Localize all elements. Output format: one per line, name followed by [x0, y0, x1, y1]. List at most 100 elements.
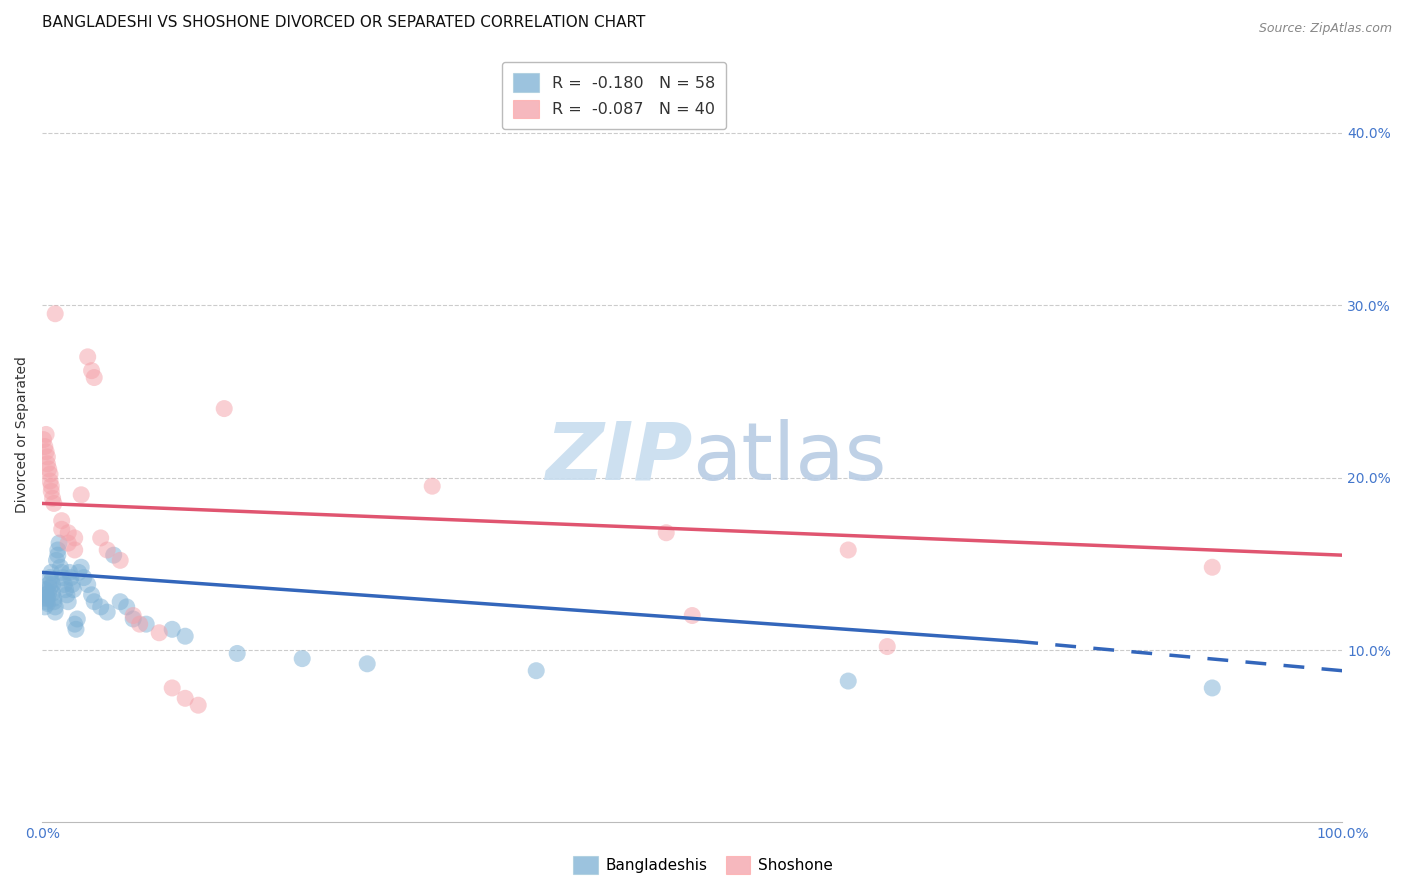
Point [42, 595, 65, 609]
Point [135, 617, 157, 632]
Point [108, 553, 131, 567]
Point [174, 691, 197, 706]
Point [35, 444, 58, 458]
Point [38, 586, 60, 600]
Point [837, 674, 859, 689]
Point [58, 525, 80, 540]
Point [39, 571, 62, 585]
Point [76, 577, 98, 591]
Point [96, 605, 118, 619]
Point [38, 577, 60, 591]
Point [52, 571, 75, 585]
Point [44, 599, 66, 614]
Y-axis label: Divorced or Separated: Divorced or Separated [15, 356, 30, 513]
Point [420, 479, 443, 493]
Text: atlas: atlas [692, 418, 887, 497]
Point [42, 591, 65, 606]
Text: ZIP: ZIP [546, 418, 692, 497]
Point [39, 484, 62, 499]
Point [122, 612, 145, 626]
Point [174, 629, 197, 643]
Point [681, 608, 703, 623]
Point [187, 698, 209, 713]
Point [46, 548, 69, 562]
Legend: Bangladeshis, Shoshone: Bangladeshis, Shoshone [567, 850, 839, 880]
Point [35, 595, 58, 609]
Point [38, 462, 60, 476]
Point [55, 582, 77, 597]
Point [37, 457, 59, 471]
Point [160, 623, 183, 637]
Point [58, 595, 80, 609]
Point [524, 664, 547, 678]
Point [76, 350, 98, 364]
Point [37, 597, 59, 611]
Point [291, 651, 314, 665]
Point [35, 427, 58, 442]
Text: Source: ZipAtlas.com: Source: ZipAtlas.com [1258, 22, 1392, 36]
Point [53, 577, 76, 591]
Point [67, 566, 90, 580]
Point [32, 433, 55, 447]
Point [44, 605, 66, 619]
Point [41, 577, 63, 591]
Point [160, 681, 183, 695]
Point [39, 474, 62, 488]
Point [1201, 681, 1223, 695]
Point [122, 608, 145, 623]
Point [148, 625, 170, 640]
Legend: R =  -0.180   N = 58, R =  -0.087   N = 40: R = -0.180 N = 58, R = -0.087 N = 40 [502, 62, 725, 129]
Point [66, 612, 89, 626]
Point [128, 617, 150, 632]
Point [32, 591, 55, 606]
Point [37, 450, 59, 464]
Point [212, 401, 235, 416]
Point [876, 640, 898, 654]
Point [63, 617, 86, 632]
Point [356, 657, 378, 671]
Text: BANGLADESHI VS SHOSHONE DIVORCED OR SEPARATED CORRELATION CHART: BANGLADESHI VS SHOSHONE DIVORCED OR SEPA… [42, 15, 645, 30]
Point [80, 364, 103, 378]
Point [51, 522, 73, 536]
Point [63, 531, 86, 545]
Point [80, 588, 103, 602]
Point [39, 479, 62, 493]
Point [48, 536, 70, 550]
Point [837, 543, 859, 558]
Point [103, 548, 125, 562]
Point [83, 595, 105, 609]
Point [62, 582, 84, 597]
Point [42, 496, 65, 510]
Point [34, 440, 56, 454]
Point [226, 647, 249, 661]
Point [39, 574, 62, 588]
Point [39, 566, 62, 580]
Point [39, 581, 62, 595]
Point [49, 560, 72, 574]
Point [56, 588, 79, 602]
Point [58, 566, 80, 580]
Point [96, 543, 118, 558]
Point [59, 571, 82, 585]
Point [39, 467, 62, 482]
Point [44, 307, 66, 321]
Point [58, 536, 80, 550]
Point [60, 577, 83, 591]
Point [90, 531, 112, 545]
Point [83, 370, 105, 384]
Point [37, 591, 59, 606]
Point [34, 582, 56, 597]
Point [70, 488, 93, 502]
Point [73, 571, 96, 585]
Point [46, 543, 69, 558]
Point [115, 599, 138, 614]
Point [90, 599, 112, 614]
Point [41, 491, 63, 506]
Point [35, 588, 58, 602]
Point [63, 543, 86, 558]
Point [34, 599, 56, 614]
Point [45, 553, 67, 567]
Point [1201, 560, 1223, 574]
Point [108, 595, 131, 609]
Point [41, 586, 63, 600]
